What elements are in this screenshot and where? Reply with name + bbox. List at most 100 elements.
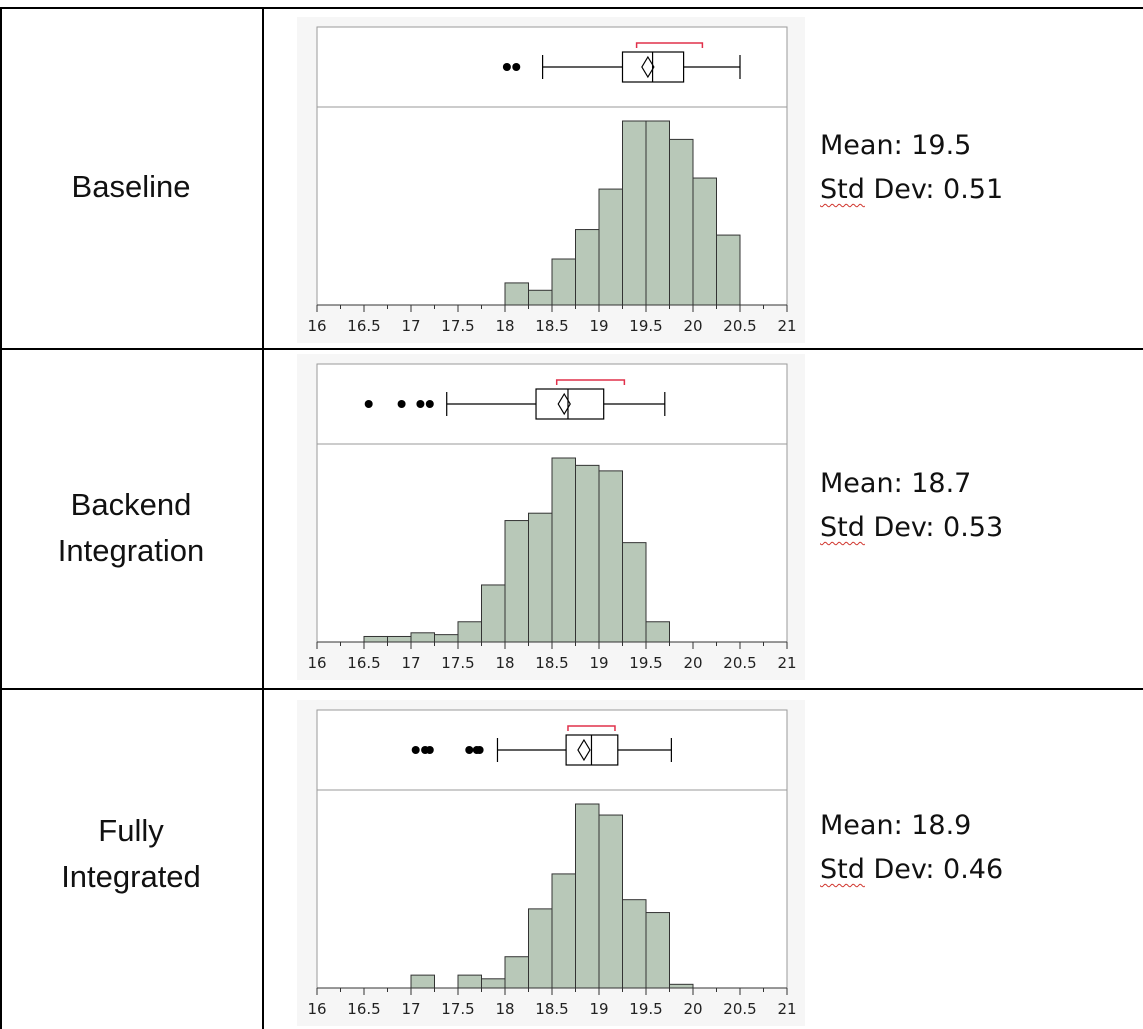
x-tick-label: 19 xyxy=(589,317,608,335)
std-word: Std xyxy=(820,512,865,543)
outlier-point xyxy=(512,63,521,71)
x-tick-label: 19.5 xyxy=(629,654,662,672)
x-tick-label: 20 xyxy=(683,317,702,335)
histogram-bar xyxy=(692,177,717,306)
x-tick-label: 18 xyxy=(495,317,514,335)
outlier-point xyxy=(397,400,406,408)
chart-baseline: 16 16.5 17 17.5 18 18.5 19 19.5 20 20.5 21 xyxy=(297,17,805,343)
histogram-bar xyxy=(481,584,506,643)
x-tick-label: 17.5 xyxy=(441,1000,474,1018)
table-divider-row-1 xyxy=(0,348,1143,350)
x-tick-label: 16 xyxy=(307,1000,326,1018)
histogram-bar xyxy=(622,542,647,643)
histogram-bar xyxy=(598,470,623,643)
table-divider-row-2 xyxy=(0,688,1143,690)
x-tick-label: 21 xyxy=(777,1000,796,1018)
histogram-bar xyxy=(645,912,670,989)
mean-diamond xyxy=(557,392,571,416)
x-tick-label: 20 xyxy=(683,654,702,672)
std-word: Std xyxy=(820,174,865,205)
row-label-line: Integrated xyxy=(61,859,201,894)
row-label-line: Integration xyxy=(57,533,205,568)
x-tick-label: 21 xyxy=(777,317,796,335)
x-tick-label: 20 xyxy=(683,1000,702,1018)
x-tick-label: 20.5 xyxy=(723,654,756,672)
mean-value: Mean: 18.9 xyxy=(820,810,972,841)
histogram-bar xyxy=(504,282,529,306)
std-dev-value: Std Dev: 0.53 xyxy=(820,506,1140,550)
x-tick-label: 18 xyxy=(495,1000,514,1018)
stats-backend-integration: Mean: 18.7 Std Dev: 0.53 xyxy=(820,462,1140,550)
table-divider-col xyxy=(262,7,264,1029)
histogram-bar xyxy=(669,138,694,306)
histogram-bar xyxy=(575,229,600,306)
x-tick-label: 18.5 xyxy=(535,317,568,335)
row-label-backend-integration: Backend Integration xyxy=(0,482,262,574)
x-tick-label: 17 xyxy=(401,1000,420,1018)
histogram-bar xyxy=(622,899,647,989)
histogram-bar xyxy=(410,974,435,989)
mean-diamond xyxy=(641,55,655,79)
outlier-point xyxy=(411,746,420,754)
x-tick-label: 17 xyxy=(401,317,420,335)
row-label-line: Fully xyxy=(98,813,164,848)
std-dev-rest: Dev: 0.51 xyxy=(864,174,1004,205)
row-label-fully-integrated: Fully Integrated xyxy=(0,808,262,900)
histogram-bar xyxy=(669,983,694,989)
std-dev-rest: Dev: 0.46 xyxy=(864,854,1004,885)
x-tick-label: 17 xyxy=(401,654,420,672)
histogram-bar xyxy=(645,621,670,643)
histogram-bar xyxy=(504,956,529,989)
histogram-bar xyxy=(387,635,412,643)
std-word: Std xyxy=(820,854,865,885)
row-label-line: Baseline xyxy=(71,169,191,204)
std-dev-rest: Dev: 0.53 xyxy=(864,512,1004,543)
outlier-point xyxy=(465,746,474,754)
x-tick-label: 20.5 xyxy=(723,1000,756,1018)
mean-value: Mean: 18.7 xyxy=(820,468,972,499)
histogram-bar xyxy=(528,908,553,989)
histogram-bar xyxy=(504,520,529,643)
histogram-bar xyxy=(551,873,576,989)
x-tick-label: 19 xyxy=(589,1000,608,1018)
x-tick-label: 20.5 xyxy=(723,317,756,335)
table-border-top xyxy=(0,7,1143,9)
histogram-bar xyxy=(528,289,553,306)
chart-backend-integration: 16 16.5 17 17.5 18 18.5 19 19.5 20 20.5 21 xyxy=(297,354,805,680)
x-tick-label: 18.5 xyxy=(535,654,568,672)
x-tick-label: 19 xyxy=(589,654,608,672)
histogram-bar xyxy=(528,512,553,643)
histogram-bar xyxy=(551,457,576,643)
x-tick-label: 16.5 xyxy=(347,1000,380,1018)
shortest-half-bracket xyxy=(567,725,616,731)
row-label-line: Backend xyxy=(70,487,192,522)
outlier-point xyxy=(425,746,434,754)
outlier-point xyxy=(425,400,434,408)
shortest-half-bracket xyxy=(635,42,704,48)
x-tick-label: 19.5 xyxy=(629,1000,662,1018)
x-tick-label: 16 xyxy=(307,317,326,335)
stats-baseline: Mean: 19.5 Std Dev: 0.51 xyxy=(820,124,1140,212)
x-tick-label: 21 xyxy=(777,654,796,672)
histogram-bar xyxy=(410,632,435,643)
histogram-bar xyxy=(363,635,388,643)
outlier-point xyxy=(475,746,484,754)
x-tick-label: 18 xyxy=(495,654,514,672)
mean-diamond xyxy=(577,738,591,762)
histogram-bar xyxy=(551,258,576,306)
histogram-bar xyxy=(622,120,647,306)
stats-fully-integrated: Mean: 18.9 Std Dev: 0.46 xyxy=(820,804,1140,892)
histogram-bar xyxy=(598,188,623,306)
shortest-half-bracket xyxy=(555,379,626,385)
std-dev-value: Std Dev: 0.46 xyxy=(820,848,1140,892)
x-tick-label: 16.5 xyxy=(347,654,380,672)
histogram-bar xyxy=(434,634,459,643)
histogram-bar xyxy=(575,803,600,989)
std-dev-value: Std Dev: 0.51 xyxy=(820,168,1140,212)
x-tick-label: 19.5 xyxy=(629,317,662,335)
histogram-bar xyxy=(716,234,741,306)
outlier-point xyxy=(364,400,373,408)
histogram-bar xyxy=(598,814,623,989)
outlier-point xyxy=(502,63,511,71)
histogram-bar xyxy=(645,120,670,306)
